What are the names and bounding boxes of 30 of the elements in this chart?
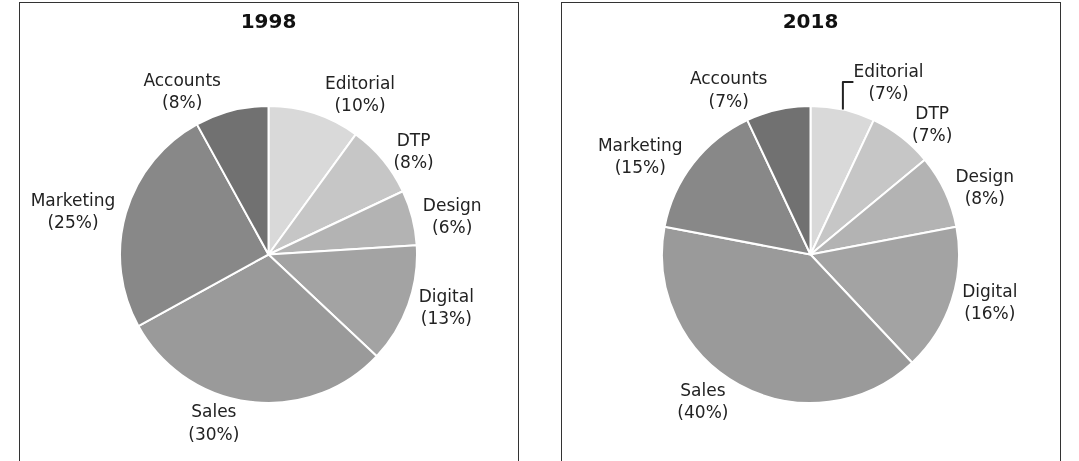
data-label: (15%): [614, 156, 666, 177]
slice-label: Marketing: [30, 190, 116, 211]
data-label: (25%): [47, 212, 99, 233]
slice-label: DTP: [396, 130, 431, 151]
data-label: (7%): [912, 125, 953, 146]
data-label: (30%): [188, 423, 240, 444]
slice-label: Digital: [418, 286, 474, 307]
slice-label: Design: [422, 195, 482, 216]
data-label: (40%): [677, 401, 729, 422]
data-label: (13%): [420, 308, 472, 329]
data-label: (16%): [964, 303, 1016, 324]
slice-label: DTP: [915, 102, 950, 123]
data-label: (10%): [334, 95, 386, 116]
data-label: (8%): [162, 91, 203, 112]
data-label: (7%): [708, 90, 749, 111]
slice-label: Design: [955, 166, 1015, 187]
slice-label: Accounts: [689, 68, 768, 89]
slice-label: Sales: [191, 401, 237, 422]
chart-title: 1998: [240, 9, 297, 34]
slice-label: Marketing: [597, 134, 683, 155]
slice-label: Digital: [962, 281, 1018, 302]
data-label: (8%): [393, 152, 434, 173]
slice-label: Accounts: [143, 69, 222, 90]
slice-label: Editorial: [324, 73, 396, 94]
slice-label: Editorial: [853, 60, 924, 81]
data-label: (7%): [868, 82, 909, 103]
data-label: (6%): [432, 217, 473, 238]
slice-label: Sales: [680, 379, 726, 400]
data-label: (8%): [964, 188, 1005, 209]
chart-title: 2018: [782, 9, 839, 34]
